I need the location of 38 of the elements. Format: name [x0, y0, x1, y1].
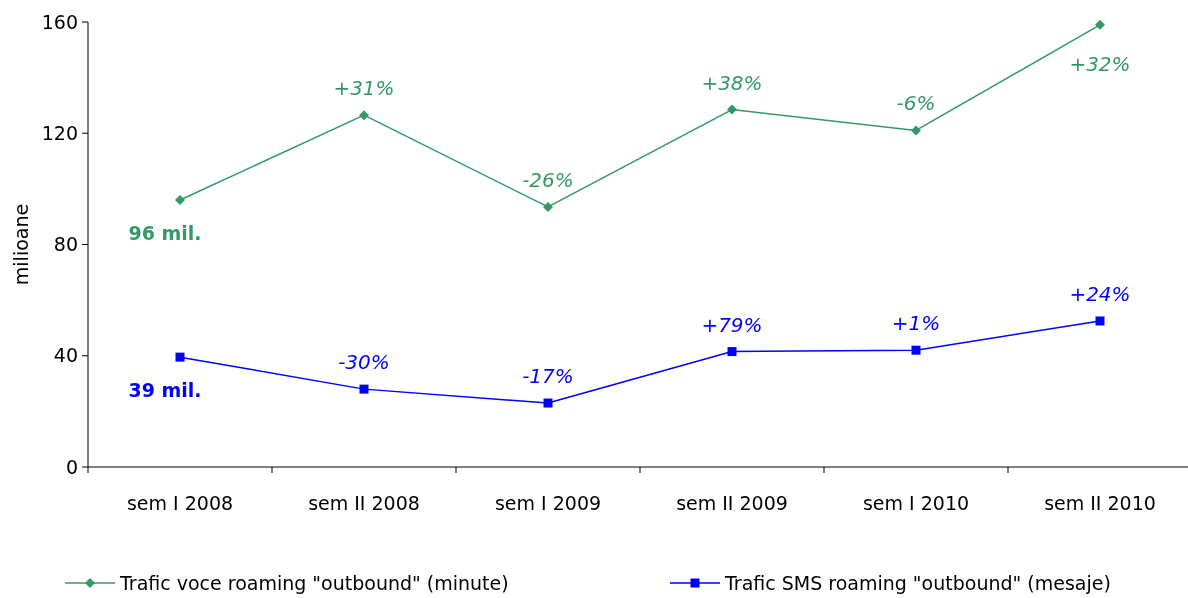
x-tick-label: sem I 2008 [126, 492, 234, 514]
legend-label: Trafic SMS roaming "outbound" (mesaje) [724, 571, 1111, 594]
annotation: -6% [896, 91, 936, 116]
point [1095, 316, 1105, 326]
annotation: 39 mil. [128, 379, 202, 402]
y-tick-label: 120 [41, 121, 78, 144]
y-tick-label: 160 [41, 10, 78, 33]
annotation: +38% [701, 70, 763, 95]
annotation: 96 mil. [128, 222, 202, 244]
y-tick-label: 40 [53, 344, 78, 367]
annotation: -17% [522, 364, 574, 389]
annotation: +79% [701, 312, 763, 337]
point [727, 347, 737, 357]
point [359, 110, 369, 121]
y-axis-title: milioane [10, 203, 32, 286]
x-tick-label: sem II 2010 [1044, 492, 1156, 514]
annotation: +24% [1069, 281, 1131, 306]
point [543, 398, 553, 408]
x-tick-label: sem I 2009 [494, 492, 602, 514]
annotation: -26% [522, 167, 574, 192]
legend-label: Trafic voce roaming "outbound" (minute) [119, 571, 509, 594]
point [175, 195, 185, 205]
x-tick-label: sem I 2010 [862, 492, 970, 514]
point [543, 201, 553, 212]
annotation: -30% [338, 350, 390, 375]
point [727, 104, 737, 115]
annotation: +1% [891, 311, 941, 336]
y-tick-label: 0 [65, 455, 78, 478]
point [911, 125, 921, 136]
annotation: +32% [1069, 51, 1131, 76]
point [1095, 19, 1105, 30]
point [911, 345, 921, 355]
point [175, 352, 185, 362]
y-tick-label: 80 [53, 233, 78, 256]
x-tick-label: sem II 2009 [676, 492, 788, 514]
point [359, 384, 369, 394]
x-tick-label: sem II 2008 [308, 492, 420, 514]
annotation: +31% [333, 76, 395, 101]
